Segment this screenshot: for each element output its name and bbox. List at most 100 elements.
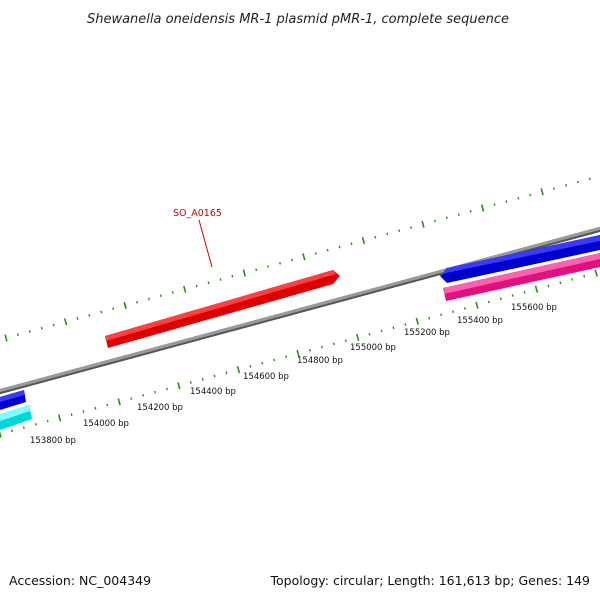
outer-minor-tick: [28, 330, 31, 333]
inner-major-tick: [356, 333, 360, 342]
outer-minor-tick: [136, 300, 139, 304]
ruler-label: 154000 bp: [83, 419, 129, 429]
gene-cyan[interactable]: [0, 405, 32, 430]
outer-minor-tick: [76, 317, 79, 320]
inner-minor-tick: [583, 274, 586, 278]
topology-summary: Topology: circular; Length: 161,613 bp; …: [270, 573, 591, 588]
ruler-label: 155000 bp: [350, 343, 396, 353]
outer-major-tick: [183, 285, 187, 293]
inner-minor-tick: [46, 419, 49, 423]
outer-major-tick: [361, 236, 366, 245]
gene-blue-left[interactable]: [0, 390, 26, 410]
outer-minor-tick: [338, 245, 341, 249]
inner-minor-tick: [487, 300, 490, 304]
inner-minor-tick: [547, 284, 550, 288]
ruler-label: 155200 bp: [404, 328, 450, 338]
ruler-label: 154800 bp: [297, 356, 343, 366]
outer-minor-tick: [148, 297, 150, 301]
outer-minor-tick: [314, 252, 317, 255]
outer-minor-tick: [231, 274, 234, 278]
outer-minor-tick: [88, 313, 91, 317]
outer-minor-tick: [255, 268, 258, 272]
outer-minor-tick: [553, 187, 556, 190]
inner-minor-tick: [523, 291, 526, 294]
outer-minor-tick: [52, 323, 55, 327]
inner-minor-tick: [249, 365, 252, 368]
inner-minor-tick: [559, 281, 562, 285]
inner-minor-tick: [130, 397, 133, 400]
outer-minor-tick: [374, 235, 377, 239]
outer-minor-tick: [386, 232, 389, 236]
inner-minor-tick: [499, 297, 502, 301]
inner-minor-tick: [82, 410, 85, 413]
inner-minor-tick: [440, 313, 443, 317]
outer-minor-tick: [588, 177, 591, 181]
inner-minor-tick: [225, 371, 228, 375]
inner-minor-tick: [571, 278, 574, 281]
gene-pink[interactable]: [443, 253, 600, 301]
inner-minor-tick: [154, 390, 156, 394]
inner-major-tick: [534, 285, 539, 293]
backbone: [0, 226, 600, 393]
inner-minor-tick: [380, 329, 383, 333]
outer-major-tick: [63, 318, 68, 326]
inner-minor-tick: [368, 332, 371, 336]
outer-minor-tick: [195, 284, 198, 288]
outer-minor-tick: [410, 226, 413, 229]
inner-major-tick: [475, 301, 479, 309]
inner-minor-tick: [142, 394, 145, 397]
inner-major-tick: [0, 430, 2, 438]
gene-label-so-a0165[interactable]: SO_A0165: [173, 208, 222, 219]
gene-so-a0165[interactable]: [105, 270, 340, 348]
outer-minor-tick: [112, 307, 115, 311]
inner-minor-tick: [344, 339, 347, 342]
position-ruler: 153800 bp 154000 bp 154200 bp 154400 bp 1546…: [30, 303, 557, 446]
inner-minor-tick: [285, 355, 288, 359]
outer-major-tick: [421, 220, 425, 228]
ruler-label: 154400 bp: [190, 387, 236, 397]
outer-major-tick: [123, 301, 127, 310]
outer-minor-tick: [100, 310, 103, 314]
inner-minor-tick: [201, 377, 204, 381]
outer-tick-track: [4, 177, 591, 342]
outer-major-tick: [480, 204, 485, 212]
inner-minor-tick: [22, 426, 25, 429]
outer-minor-tick: [326, 248, 329, 252]
inner-minor-tick: [404, 323, 407, 326]
gene-label-leader: [198, 219, 213, 268]
outer-minor-tick: [290, 258, 293, 262]
outer-major-tick: [302, 253, 306, 261]
outer-minor-tick: [529, 193, 532, 197]
outer-minor-tick: [433, 219, 436, 223]
inner-minor-tick: [165, 387, 168, 391]
inner-minor-tick: [34, 423, 37, 426]
inner-major-tick: [236, 365, 241, 374]
inner-minor-tick: [428, 316, 431, 320]
inner-minor-tick: [452, 310, 455, 313]
inner-major-tick: [415, 317, 419, 325]
outer-minor-tick: [350, 242, 353, 246]
outer-minor-tick: [159, 294, 162, 298]
ruler-label: 154600 bp: [243, 372, 289, 382]
accession-text: Accession: NC_004349: [9, 573, 151, 588]
inner-minor-tick: [273, 358, 276, 362]
outer-minor-tick: [171, 291, 174, 294]
ruler-label: 153800 bp: [30, 436, 76, 446]
inner-minor-tick: [94, 406, 97, 410]
ruler-label: 155600 bp: [511, 303, 557, 313]
outer-minor-tick: [565, 183, 567, 187]
outer-minor-tick: [279, 261, 282, 265]
outer-minor-tick: [517, 196, 520, 200]
ruler-label: 154200 bp: [137, 403, 183, 413]
outer-minor-tick: [576, 180, 579, 184]
outer-major-tick: [242, 269, 246, 277]
inner-minor-tick: [189, 381, 192, 384]
ruler-label: 155400 bp: [457, 316, 503, 326]
outer-minor-tick: [16, 333, 19, 337]
gene-blue-reverse[interactable]: [440, 235, 600, 283]
outer-minor-tick: [469, 209, 472, 213]
outer-minor-tick: [207, 281, 210, 285]
inner-minor-tick: [106, 403, 109, 407]
inner-minor-tick: [261, 361, 264, 365]
outer-minor-tick: [493, 203, 496, 207]
